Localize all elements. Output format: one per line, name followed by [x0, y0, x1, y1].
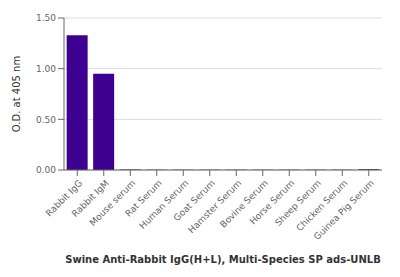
svg-text:O.D. at 405 nm: O.D. at 405 nm	[11, 56, 22, 132]
svg-text:Guinea Pig Serum: Guinea Pig Serum	[312, 178, 376, 242]
svg-text:Rabbit IgM: Rabbit IgM	[69, 178, 111, 219]
svg-text:Sheep Serum: Sheep Serum	[273, 178, 323, 228]
svg-text:0.00: 0.00	[36, 165, 56, 175]
svg-text:Horse Serum: Horse Serum	[248, 178, 296, 226]
svg-text:1.50: 1.50	[36, 13, 56, 23]
svg-text:Swine Anti-Rabbit IgG(H+L), Mu: Swine Anti-Rabbit IgG(H+L), Multi-Specie…	[65, 254, 381, 265]
svg-text:Mouse serum: Mouse serum	[87, 178, 137, 228]
svg-text:0.50: 0.50	[36, 115, 56, 125]
svg-text:1.00: 1.00	[36, 64, 56, 74]
svg-text:Rat Serum: Rat Serum	[123, 178, 164, 219]
svg-text:Hamster Serum: Hamster Serum	[186, 178, 244, 236]
svg-text:Goat Serum: Goat Serum	[171, 178, 217, 224]
svg-text:Bovine Serum: Bovine Serum	[218, 178, 270, 230]
svg-text:Chicken Serum: Chicken Serum	[294, 178, 350, 234]
svg-text:Human Serum: Human Serum	[137, 178, 191, 231]
svg-text:Rabbit IgG: Rabbit IgG	[43, 178, 85, 219]
